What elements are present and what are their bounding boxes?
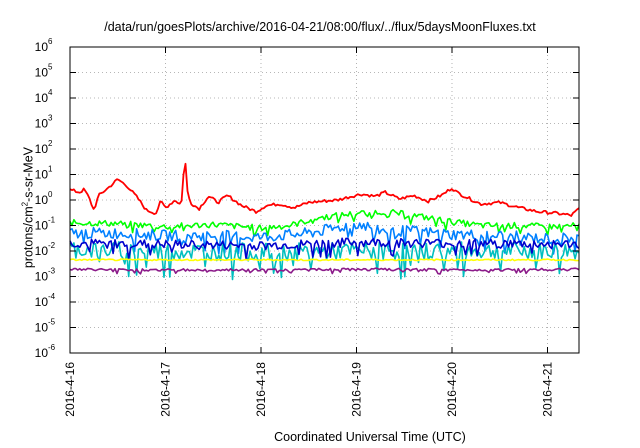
plot-frame bbox=[69, 46, 580, 354]
x-tick-label: 2016-4-21 bbox=[540, 362, 554, 417]
y-tick-label: 10 bbox=[35, 40, 49, 54]
y-tick-exponent: 3 bbox=[48, 114, 53, 123]
y-tick-label: 10 bbox=[35, 270, 49, 284]
y-tick-exponent: -3 bbox=[48, 267, 56, 276]
y-tick-label: 10 bbox=[35, 219, 49, 233]
y-tick-exponent: -1 bbox=[48, 216, 56, 225]
y-tick-exponent: -2 bbox=[48, 241, 56, 250]
y-tick-exponent: -4 bbox=[48, 292, 56, 301]
y-tick-exponent: -5 bbox=[48, 318, 56, 327]
series-line bbox=[69, 221, 580, 255]
x-tick-label: 2016-4-16 bbox=[63, 362, 77, 417]
y-tick-label: 10 bbox=[35, 193, 49, 207]
y-tick-exponent: 4 bbox=[48, 88, 53, 97]
series-line bbox=[69, 237, 580, 261]
series-layer bbox=[69, 162, 580, 281]
series-line bbox=[69, 258, 580, 262]
y-tick-label: 10 bbox=[35, 91, 49, 105]
x-tick-label: 2016-4-17 bbox=[158, 362, 172, 417]
x-tick-label: 2016-4-19 bbox=[349, 362, 363, 417]
y-tick-label: 10 bbox=[35, 66, 49, 80]
y-tick-label: 10 bbox=[35, 244, 49, 258]
y-tick-exponent: -6 bbox=[48, 343, 56, 352]
y-tick-label: 10 bbox=[35, 295, 49, 309]
y-tick-exponent: 0 bbox=[48, 190, 53, 199]
y-tick-exponent: 6 bbox=[48, 37, 53, 46]
y-tick-label: 10 bbox=[35, 168, 49, 182]
axis-layer: 10 -610 -510 -410 -310 -210 -110 010 110 210 310 41… bbox=[35, 37, 580, 417]
x-axis-label: Coordinated Universal Time (UTC) bbox=[274, 430, 466, 444]
series-line bbox=[69, 267, 580, 275]
y-tick-exponent: 1 bbox=[48, 165, 53, 174]
chart-title: /data/run/goesPlots/archive/2016-04-21/0… bbox=[104, 20, 536, 34]
x-tick-label: 2016-4-20 bbox=[445, 362, 459, 417]
series-line bbox=[69, 208, 580, 238]
y-tick-label: 10 bbox=[35, 321, 49, 335]
y-tick-label: 10 bbox=[35, 117, 49, 131]
y-tick-label: 10 bbox=[35, 142, 49, 156]
series-line bbox=[69, 162, 580, 217]
y-tick-label: 10 bbox=[35, 346, 49, 360]
y-tick-exponent: 5 bbox=[48, 63, 53, 72]
y-tick-exponent: 2 bbox=[48, 139, 53, 148]
x-tick-label: 2016-4-18 bbox=[254, 362, 268, 417]
